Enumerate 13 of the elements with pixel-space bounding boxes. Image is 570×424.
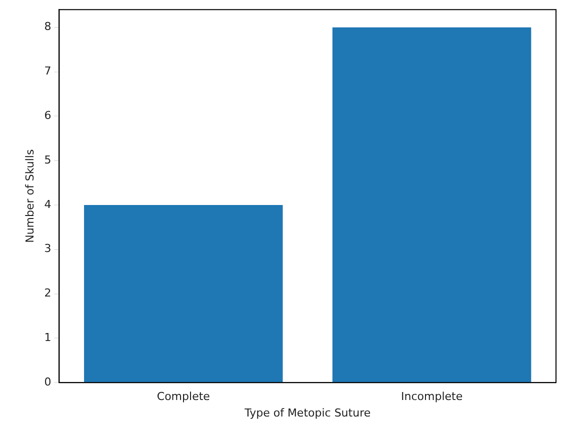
y-tick-label: 7 <box>44 64 52 78</box>
y-tick-label: 2 <box>44 286 52 300</box>
y-tick-label: 6 <box>44 109 52 122</box>
y-tick-label: 4 <box>44 198 52 211</box>
x-tick-label: Incomplete <box>400 390 463 404</box>
y-tick-label: 0 <box>44 375 52 388</box>
y-tick-label: 1 <box>44 331 52 344</box>
x-tick-label: Complete <box>156 390 210 404</box>
y-tick-label: 3 <box>44 242 52 256</box>
y-axis-title: Number of Skulls <box>23 149 36 243</box>
y-tick-label: 5 <box>44 153 52 166</box>
x-axis-title: Type of Metopic Suture <box>244 406 371 420</box>
y-tick-label: 8 <box>44 20 52 34</box>
